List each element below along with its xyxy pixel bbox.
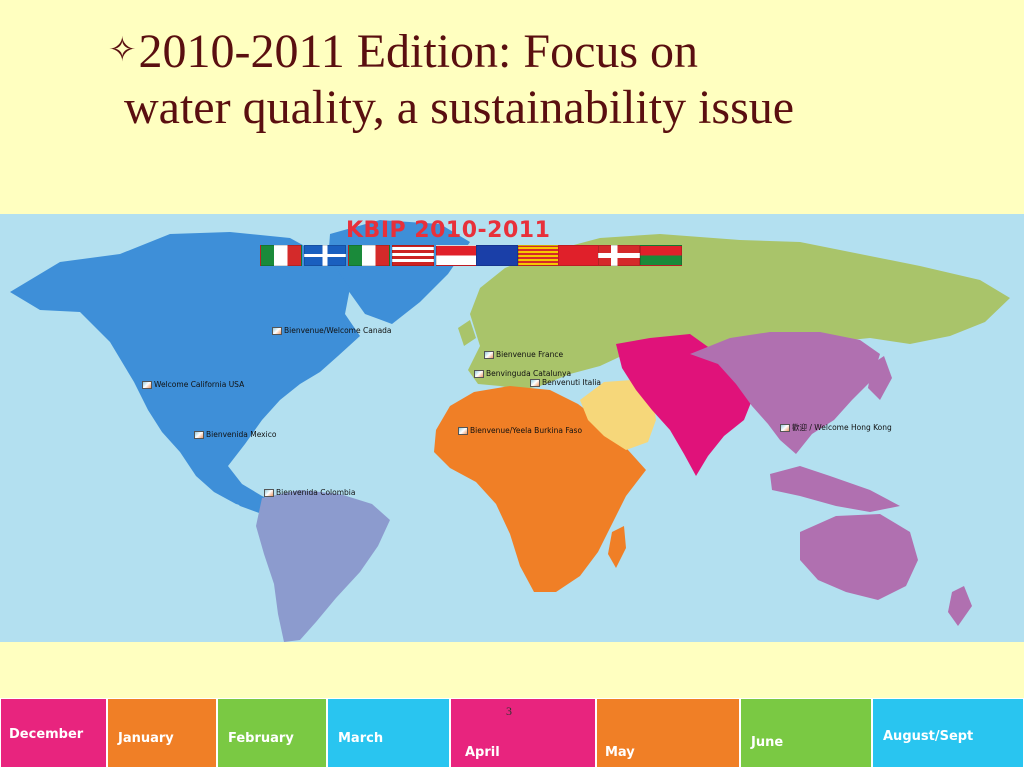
map-title: KBIP 2010-2011 [346,218,551,243]
new-zealand-shape [948,586,972,626]
location-marker-icon [484,350,494,359]
month-timeline-bar: December January February March April Ma… [0,698,1024,768]
location-marker-icon [474,369,484,378]
marker-mexico[interactable]: Bienvenida Mexico [194,430,276,439]
location-marker-icon [458,426,468,435]
middle-east-shape [580,380,656,450]
month-december: December [0,698,107,768]
marker-hong-kong[interactable]: 歡迎 / Welcome Hong Kong [780,422,892,433]
catalonia-flag [518,245,560,266]
location-marker-icon [272,326,282,335]
marker-france[interactable]: Bienvenue France [484,350,563,359]
title-line-1: 2010-2011 Edition: Focus on [138,25,699,78]
usa-flag [392,245,434,266]
quebec-flag [304,245,346,266]
europe-russia-shape [468,234,1010,390]
central-america-shape [222,472,268,514]
east-asia-shape [690,332,880,454]
month-august-sept: August/Sept [872,698,1024,768]
location-marker-icon [142,380,152,389]
slide-title: ✧2010-2011 Edition: Focus on water quali… [108,22,988,136]
south-asia-shape [616,334,752,476]
month-april: April [450,698,596,768]
uk-shape [458,320,476,346]
africa-shape [434,386,646,592]
norway-flag [598,245,640,266]
north-america-shape [10,232,360,512]
month-may: May [596,698,740,768]
australia-shape [800,514,918,600]
hong-kong-flag [558,245,600,266]
month-february: February [217,698,327,768]
madagascar-shape [608,526,626,568]
world-map: KBIP 2010-2011 Bienvenue/Welcome Canada … [0,214,1024,642]
scandinavia-shape [520,260,560,314]
month-march: March [327,698,450,768]
italy-flag [348,245,390,266]
marker-catalunya[interactable]: Benvinguda Catalunya [474,369,571,378]
title-line-2: water quality, a sustainability issue [124,81,795,134]
south-america-shape [256,490,390,642]
marker-burkina-faso[interactable]: Bienvenue/Yeela Burkina Faso [458,426,582,435]
southeast-asia-shape [770,466,900,512]
page-number: 3 [506,704,512,718]
mexico-flag [260,245,302,266]
location-marker-icon [780,423,790,432]
burkina-faso-flag [640,245,682,266]
marker-california[interactable]: Welcome California USA [142,380,244,389]
world-map-graphic [10,220,1010,642]
location-marker-icon [194,430,204,439]
four-point-star-icon: ✧ [108,30,137,70]
japan-shape [868,356,892,400]
marker-canada[interactable]: Bienvenue/Welcome Canada [272,326,392,335]
month-january: January [107,698,217,768]
alberta-flag [476,245,518,266]
marker-italia[interactable]: Benvenuti Italia [530,378,601,387]
singapore-flag [436,245,478,266]
location-marker-icon [530,378,540,387]
marker-colombia[interactable]: Bienvenida Colombia [264,488,355,497]
location-marker-icon [264,488,274,497]
month-june: June [740,698,872,768]
